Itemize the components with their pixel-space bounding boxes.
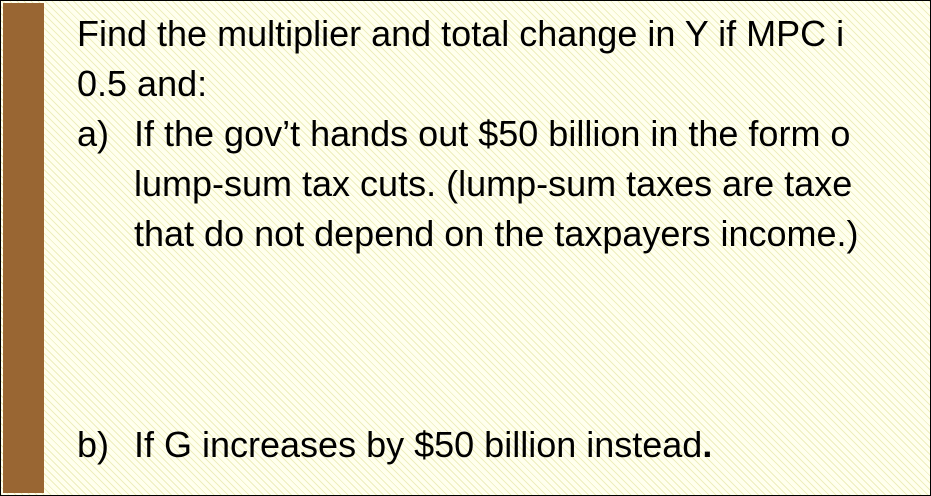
list-item-a: a) If the gov’t hands out $50 billion in…: [77, 109, 930, 259]
list-marker-b: b): [77, 424, 110, 465]
side-accent-bar: [3, 3, 44, 493]
answer-space: [77, 259, 930, 420]
item-b-end-punctuation: .: [702, 424, 713, 465]
question-intro-line-1: Find the multiplier and total change in …: [77, 13, 845, 54]
question-intro-line-2: 0.5 and:: [77, 63, 208, 104]
slide-content: Find the multiplier and total change in …: [77, 9, 930, 470]
item-b-text: If G increases by $50 billion instead: [134, 424, 703, 465]
list-item-b: b) If G increases by $50 billion instead…: [77, 420, 930, 470]
list-marker-a: a): [77, 113, 110, 154]
item-a-line-3: that do not depend on the taxpayers inco…: [134, 213, 859, 254]
item-a-line-2: lump-sum tax cuts. (lump-sum taxes are t…: [134, 163, 853, 204]
item-a-line-1: If the gov’t hands out $50 billion in th…: [134, 113, 851, 154]
item-b-line-1: If G increases by $50 billion instead.: [134, 420, 930, 470]
